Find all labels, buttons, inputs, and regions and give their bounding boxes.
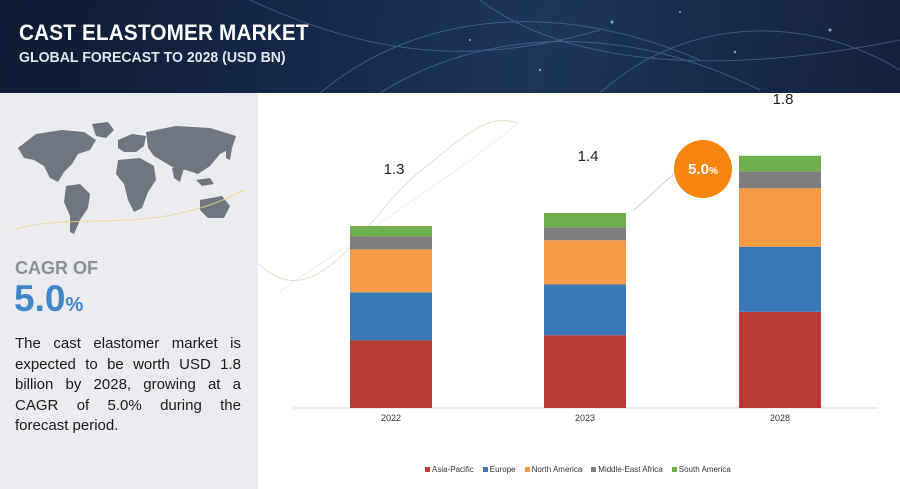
legend-swatch — [482, 467, 488, 472]
trend-curve-secondary — [277, 122, 519, 294]
stacked-bar-chart: 2022 1.3 2023 1.4 2028 1.8 5.0% — [258, 93, 878, 423]
x-tick-label: 2023 — [575, 413, 595, 423]
header-decoration — [249, 0, 900, 93]
growth-badge-unit: % — [709, 166, 718, 177]
world-map-icon — [14, 122, 244, 234]
legend-item: Middle-East Africa — [591, 465, 663, 474]
legend-swatch — [524, 467, 530, 472]
bar-2028-south-america — [739, 155, 821, 172]
cagr-value: 5.0% — [14, 280, 83, 317]
legend-item: Europe — [482, 465, 516, 474]
market-description: The cast elastomer market is expected to… — [15, 335, 241, 435]
growth-badge-number: 5.0 — [688, 161, 709, 178]
legend-label: North America — [531, 465, 583, 474]
bar-2028-north-america — [739, 188, 821, 247]
bar-2023-middle-east-africa — [544, 227, 626, 241]
legend-swatch — [671, 467, 677, 472]
growth-badge — [674, 140, 732, 198]
cagr-number: 5.0 — [14, 278, 66, 319]
bar-total-label: 1.8 — [773, 93, 794, 108]
growth-badge-value: 5.0% — [688, 161, 718, 178]
legend-swatch — [425, 467, 430, 472]
legend-label: Asia-Pacific — [432, 465, 474, 474]
bar-2028-middle-east-africa — [739, 171, 821, 189]
bar-total-label: 1.3 — [384, 161, 405, 178]
bar-2023-europe — [544, 284, 626, 336]
bar-2023-asia-pacific — [544, 335, 626, 408]
x-tick-label: 2028 — [770, 413, 790, 423]
legend-item: Asia-Pacific — [425, 465, 474, 474]
x-tick-label: 2022 — [381, 413, 401, 423]
legend-label: Europe — [489, 465, 516, 474]
bar-2022-south-america — [350, 226, 432, 237]
cagr-label: CAGR OF — [15, 258, 98, 278]
trend-curve — [258, 119, 519, 281]
cagr-unit: % — [65, 294, 84, 316]
bar-2022-europe — [350, 292, 432, 341]
bar-2022-asia-pacific — [350, 340, 432, 408]
legend-label: Middle-East Africa — [598, 465, 663, 474]
bar-2028-asia-pacific — [739, 311, 821, 408]
bar-2028-europe — [739, 246, 821, 312]
legend-item: North America — [524, 465, 583, 474]
bar-2022-north-america — [350, 249, 432, 293]
header-banner: CAST ELASTOMER MARKET GLOBAL FORECAST TO… — [0, 0, 900, 93]
legend-label: South America — [678, 465, 731, 474]
bar-2023-south-america — [544, 213, 626, 228]
bar-2022-middle-east-africa — [350, 236, 432, 250]
legend-item: South America — [671, 465, 731, 474]
chart-legend: Asia-Pacific Europe North America Middle-Ea… — [425, 465, 731, 474]
legend-swatch — [591, 467, 597, 472]
bar-2023-north-america — [544, 240, 626, 285]
page-title: CAST ELASTOMER MARKET — [19, 20, 309, 45]
bar-total-label: 1.4 — [578, 148, 599, 165]
page-subtitle: GLOBAL FORECAST TO 2028 (USD BN) — [19, 49, 286, 66]
